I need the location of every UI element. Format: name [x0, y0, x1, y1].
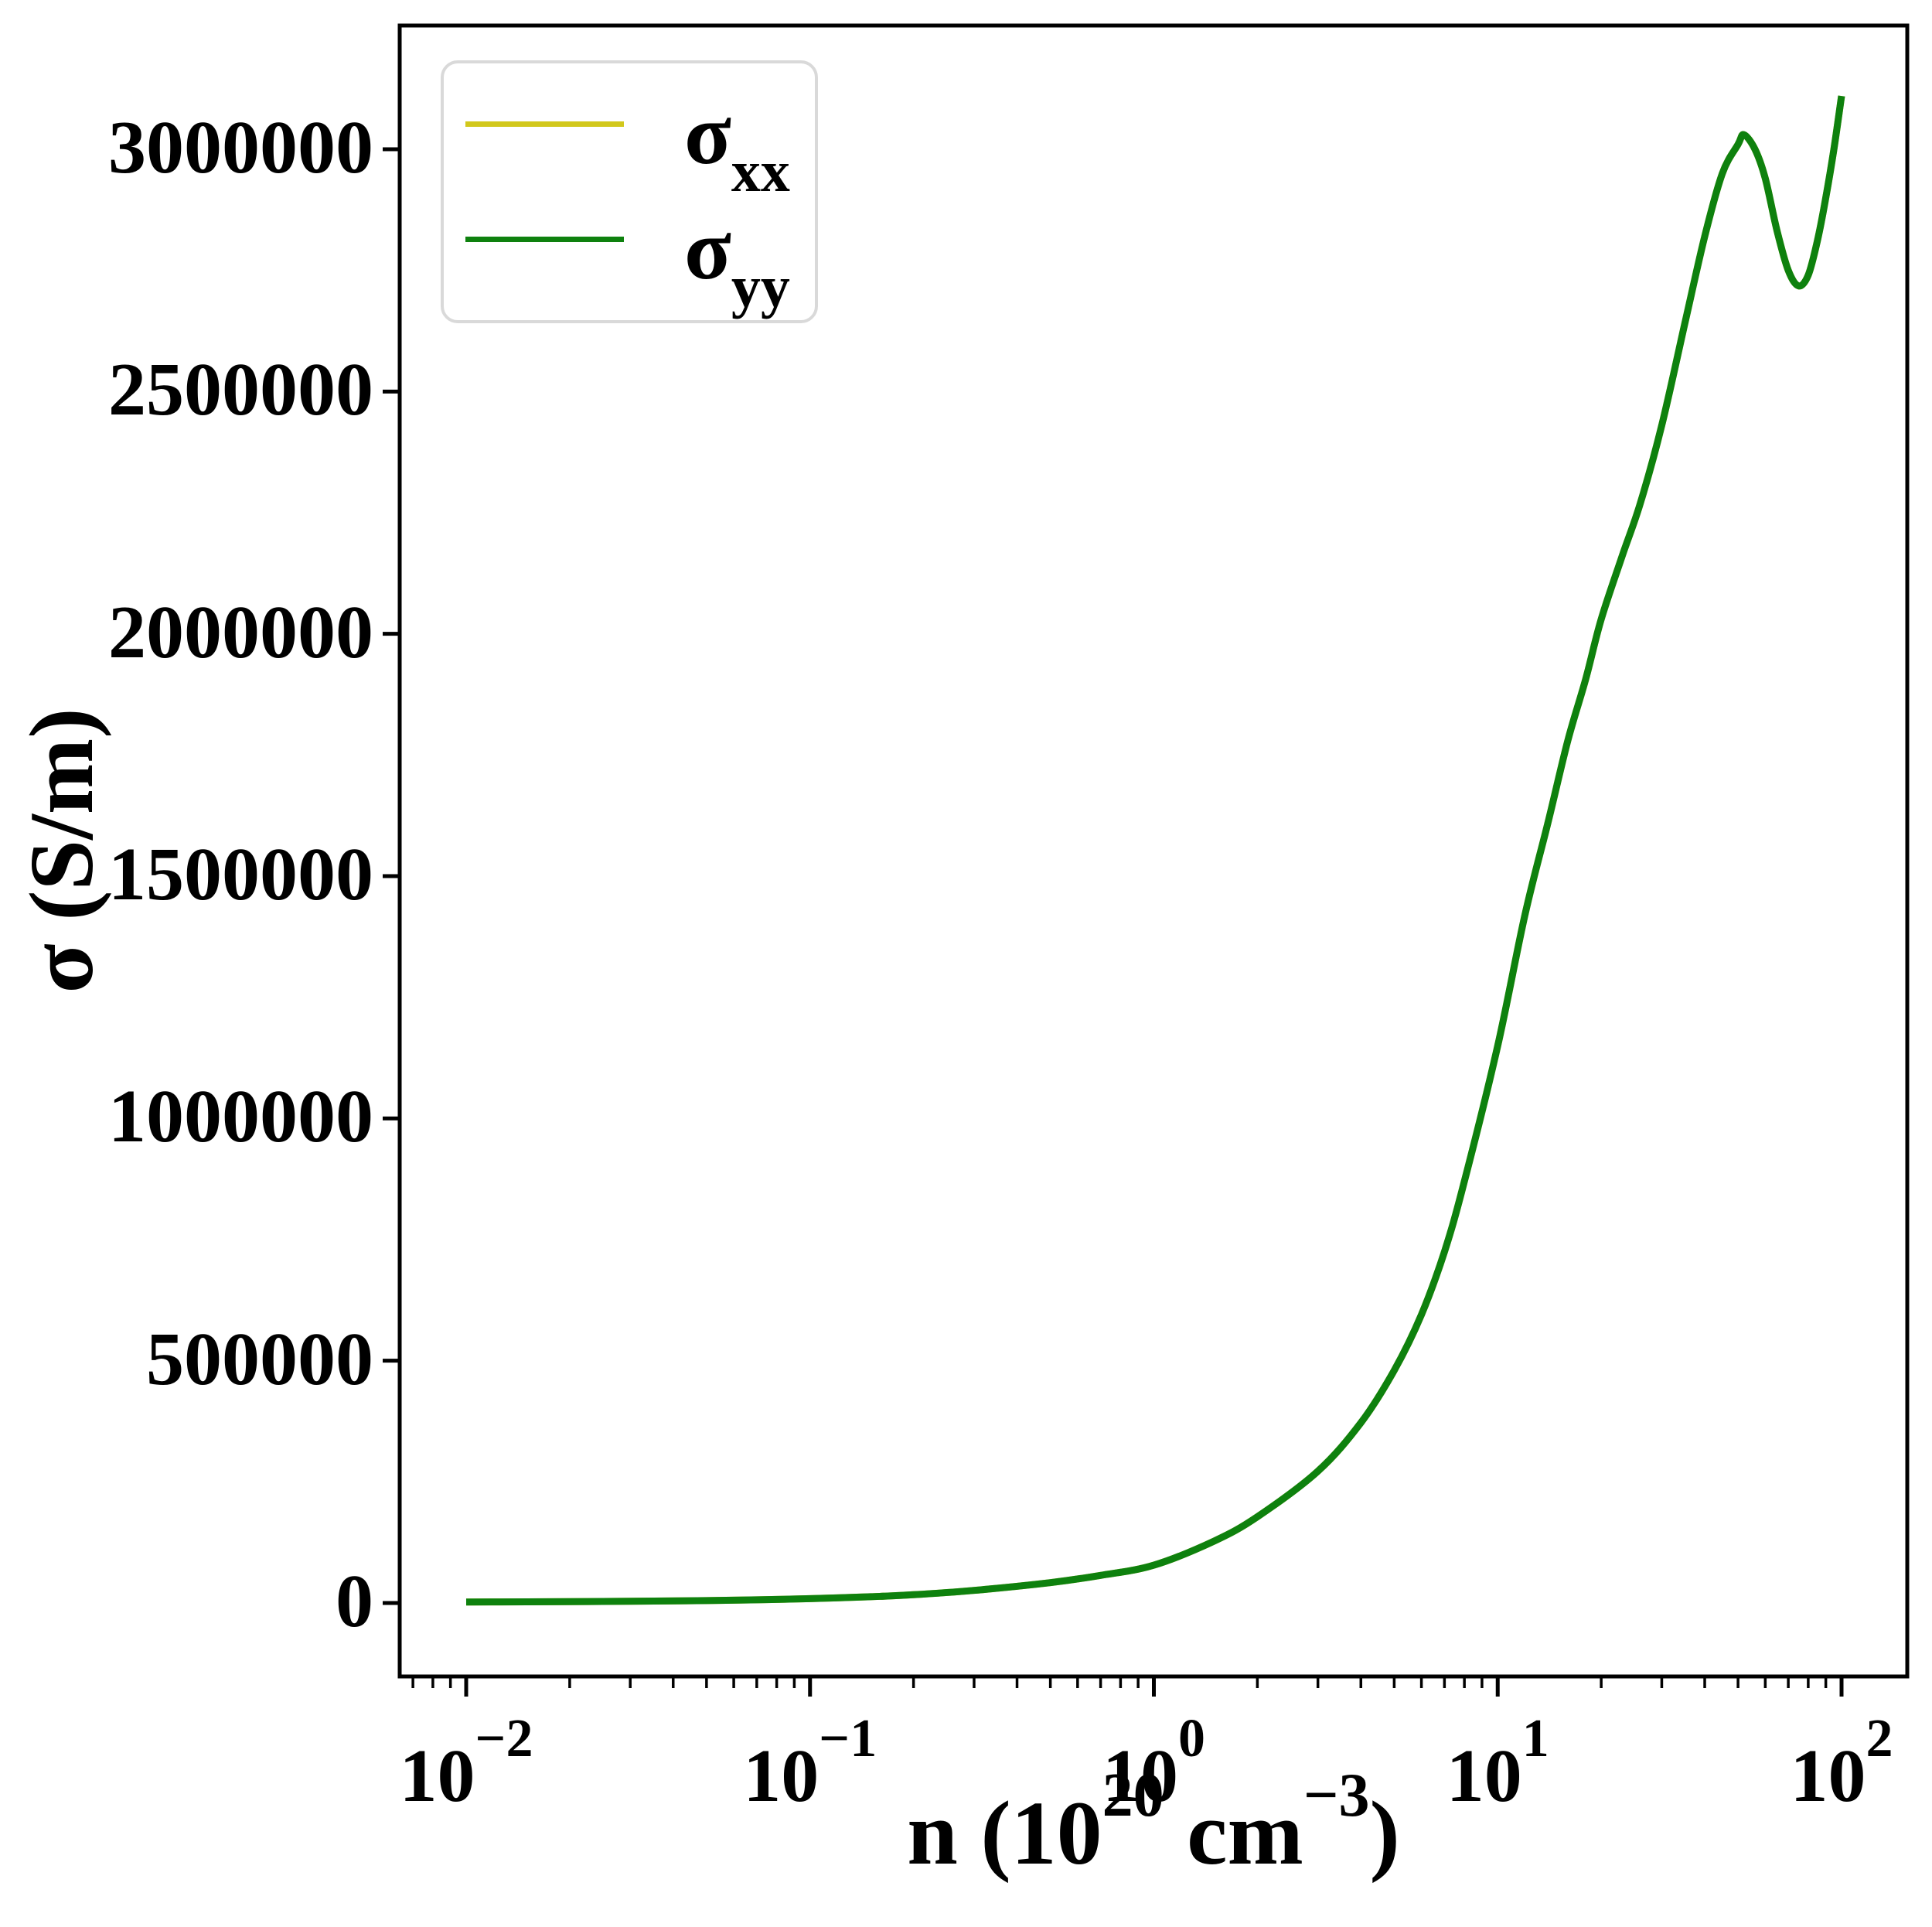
- legend-label-sigma-yy-base: σ: [684, 202, 731, 298]
- legend-swatch-sigma-xx: [465, 121, 624, 127]
- x-tick-label: 100: [1102, 1709, 1205, 1818]
- x-tick-label: 101: [1446, 1709, 1549, 1818]
- x-axis-label-unit: cm: [1164, 1782, 1303, 1884]
- legend-label-sigma-yy: σyy: [684, 206, 790, 316]
- x-tick-label: 10−2: [399, 1709, 533, 1818]
- legend-label-sigma-xx-sub: xx: [731, 139, 790, 204]
- y-tick-label: 2500000: [108, 348, 373, 432]
- legend-item-sigma-xx: σxx: [465, 70, 790, 201]
- y-tick-label: 1500000: [108, 833, 373, 917]
- legend-label-sigma-xx-base: σ: [684, 87, 731, 182]
- legend-label-sigma-yy-sub: yy: [731, 254, 790, 319]
- y-axis-label: σ (S/m): [11, 708, 112, 994]
- x-axis-label-prefix: n (10: [907, 1782, 1102, 1884]
- y-tick-label: 1000000: [108, 1075, 373, 1159]
- x-axis-label-suffix: ): [1369, 1782, 1400, 1884]
- y-tick-label: 500000: [146, 1317, 373, 1401]
- legend: σxx σyy: [441, 60, 818, 323]
- x-tick-label: 10−1: [743, 1709, 877, 1818]
- series-sigma-yy-line: [465, 95, 1845, 1606]
- legend-label-sigma-xx: σxx: [684, 91, 790, 201]
- y-tick-label: 2000000: [108, 590, 373, 674]
- x-tick-label: 102: [1790, 1709, 1893, 1818]
- y-tick-label: 0: [336, 1560, 373, 1644]
- legend-item-sigma-yy: σyy: [465, 185, 790, 316]
- y-tick-label: 3000000: [108, 106, 373, 190]
- x-axis-label-exponent-20: 20: [1102, 1762, 1164, 1830]
- legend-swatch-sigma-yy: [465, 236, 624, 242]
- x-axis-label: n (1020 cm−3): [907, 1765, 1399, 1879]
- x-axis-label-exponent-minus3: −3: [1303, 1762, 1370, 1830]
